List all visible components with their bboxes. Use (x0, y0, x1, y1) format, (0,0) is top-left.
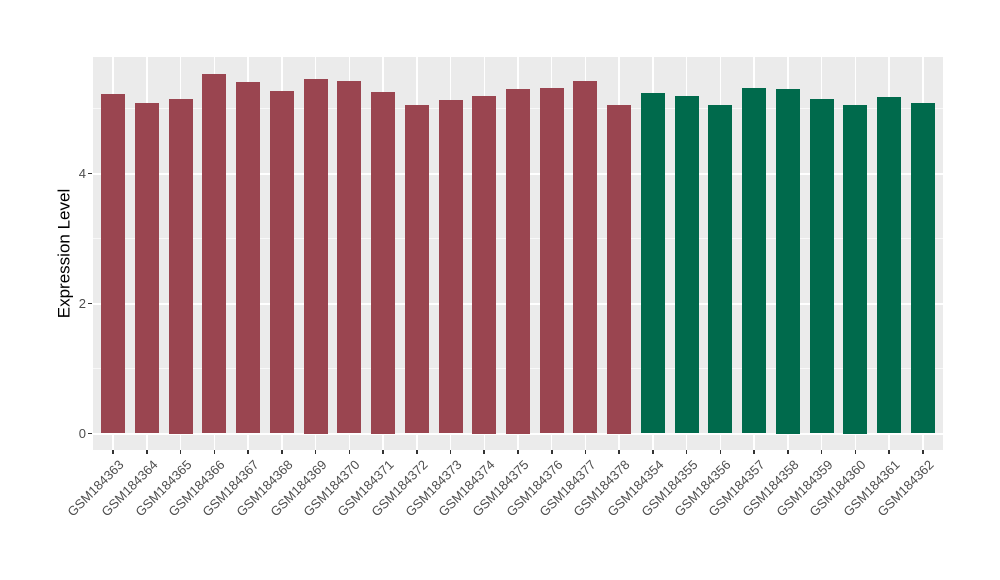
bar-GSM184367 (236, 81, 261, 434)
y-axis-title: Expression Level (54, 188, 74, 319)
x-tick-mark (348, 450, 351, 454)
bar-GSM184355 (674, 96, 699, 434)
bar-GSM184371 (371, 92, 396, 434)
x-tick-mark (550, 450, 553, 454)
y-tick-label: 4 (78, 165, 86, 181)
bar-GSM184366 (202, 74, 227, 434)
x-tick-mark (584, 450, 587, 454)
bar-GSM184358 (775, 89, 800, 434)
bar-GSM184377 (573, 81, 598, 434)
x-tick-mark (247, 450, 249, 454)
x-tick-mark (888, 450, 890, 454)
x-tick-mark (854, 450, 857, 454)
bar-GSM184368 (269, 90, 294, 434)
x-tick-mark (921, 450, 924, 454)
bar-GSM184357 (742, 87, 767, 434)
x-tick-mark (382, 450, 384, 454)
x-tick-mark (820, 450, 823, 454)
x-tick-mark (112, 450, 115, 454)
x-tick-mark (652, 450, 654, 454)
x-tick-mark (787, 450, 789, 454)
x-tick-mark (213, 450, 216, 454)
x-tick-mark (719, 450, 722, 454)
bar-GSM184363 (101, 93, 126, 434)
x-tick-mark (179, 450, 182, 454)
x-tick-mark (753, 450, 755, 454)
x-tick-mark (618, 450, 620, 454)
bar-GSM184376 (539, 87, 564, 434)
x-tick-mark (314, 450, 317, 454)
bar-GSM184364 (134, 102, 159, 434)
bar-GSM184369 (303, 79, 328, 434)
x-tick-mark (449, 450, 452, 454)
x-tick-mark (281, 450, 283, 454)
bar-GSM184370 (337, 80, 362, 434)
x-tick-mark (483, 450, 486, 454)
bar-GSM184375 (506, 89, 530, 434)
bar-GSM184373 (438, 100, 463, 434)
bar-GSM184372 (404, 104, 429, 434)
y-tick-mark (88, 172, 92, 175)
bar-GSM184356 (708, 104, 733, 434)
bar-GSM184354 (640, 92, 665, 434)
y-tick-label: 2 (78, 295, 86, 311)
y-tick-mark (88, 432, 92, 435)
bar-GSM184359 (809, 99, 834, 434)
bar-GSM184361 (877, 96, 902, 434)
x-tick-mark (416, 450, 418, 454)
bar-GSM184374 (472, 95, 497, 434)
x-tick-mark (685, 450, 688, 454)
bar-GSM184378 (607, 105, 632, 434)
x-tick-mark (517, 450, 519, 454)
y-tick-label: 0 (78, 425, 86, 441)
bar-GSM184362 (910, 103, 935, 434)
y-tick-mark (88, 302, 92, 305)
plot-panel (93, 57, 943, 450)
x-tick-mark (146, 450, 148, 454)
bar-GSM184360 (843, 105, 868, 434)
bar-GSM184365 (168, 98, 193, 434)
